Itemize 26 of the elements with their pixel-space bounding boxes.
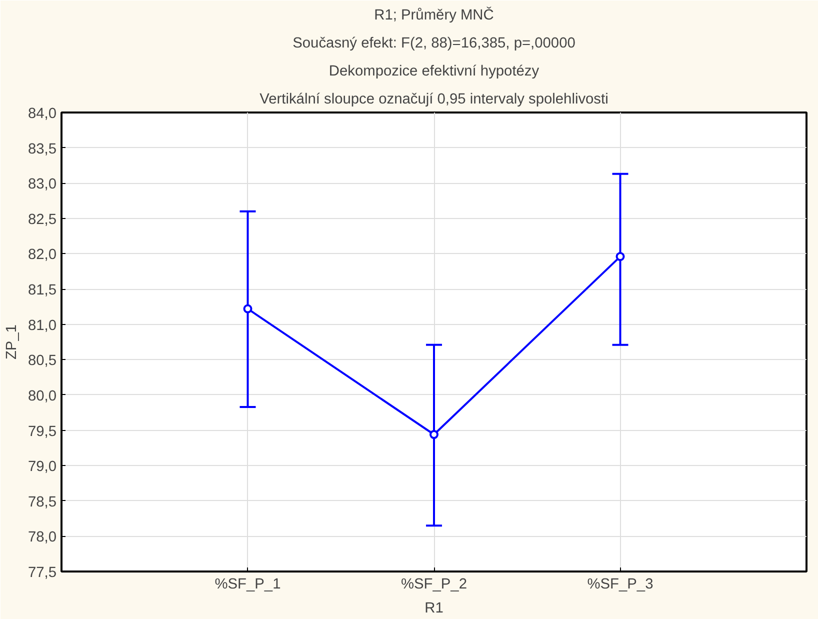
chart-subtitle: Současný efekt: F(2, 88)=16,385, p=,00000 <box>292 36 576 52</box>
point <box>616 252 625 262</box>
point <box>430 430 438 439</box>
y-tick-label: 79,5 <box>28 424 57 440</box>
x-tick-label: %SF_P_1 <box>214 576 281 592</box>
text: Dekompozice efektivní hypotézy <box>328 64 540 80</box>
x-tick-label: %SF_P_3 <box>587 576 654 592</box>
y-axis-title: ZP_1 <box>4 324 20 360</box>
point <box>243 304 252 314</box>
y-tick-label: 82,0 <box>28 247 57 264</box>
y-tick-label: 80,0 <box>28 388 57 404</box>
y-tick-label: 78,0 <box>28 530 57 546</box>
y-tick-label: 82,5 <box>28 212 57 228</box>
y-tick-label: 77,5 <box>28 565 57 581</box>
y-tick-label: 83,5 <box>28 141 57 158</box>
y-tick-label: 81,5 <box>28 282 57 299</box>
x-axis-title: R1 <box>424 600 444 616</box>
y-tick-label: 84,0 <box>28 106 57 122</box>
y-tick-label: 78,5 <box>28 494 57 510</box>
y-tick-label: 81,0 <box>28 318 57 334</box>
y-tick-label: 79,0 <box>28 459 57 476</box>
x-tick-label: %SF_P_2 <box>401 576 468 592</box>
text: Vertikální sloupce označují 0,95 intervaly spolehlivosti <box>260 92 608 108</box>
y-tick-label: 83,0 <box>28 176 57 193</box>
y-tick-label: 80,5 <box>28 353 57 370</box>
chart-title: R1; Průměry MNČ <box>374 6 494 24</box>
